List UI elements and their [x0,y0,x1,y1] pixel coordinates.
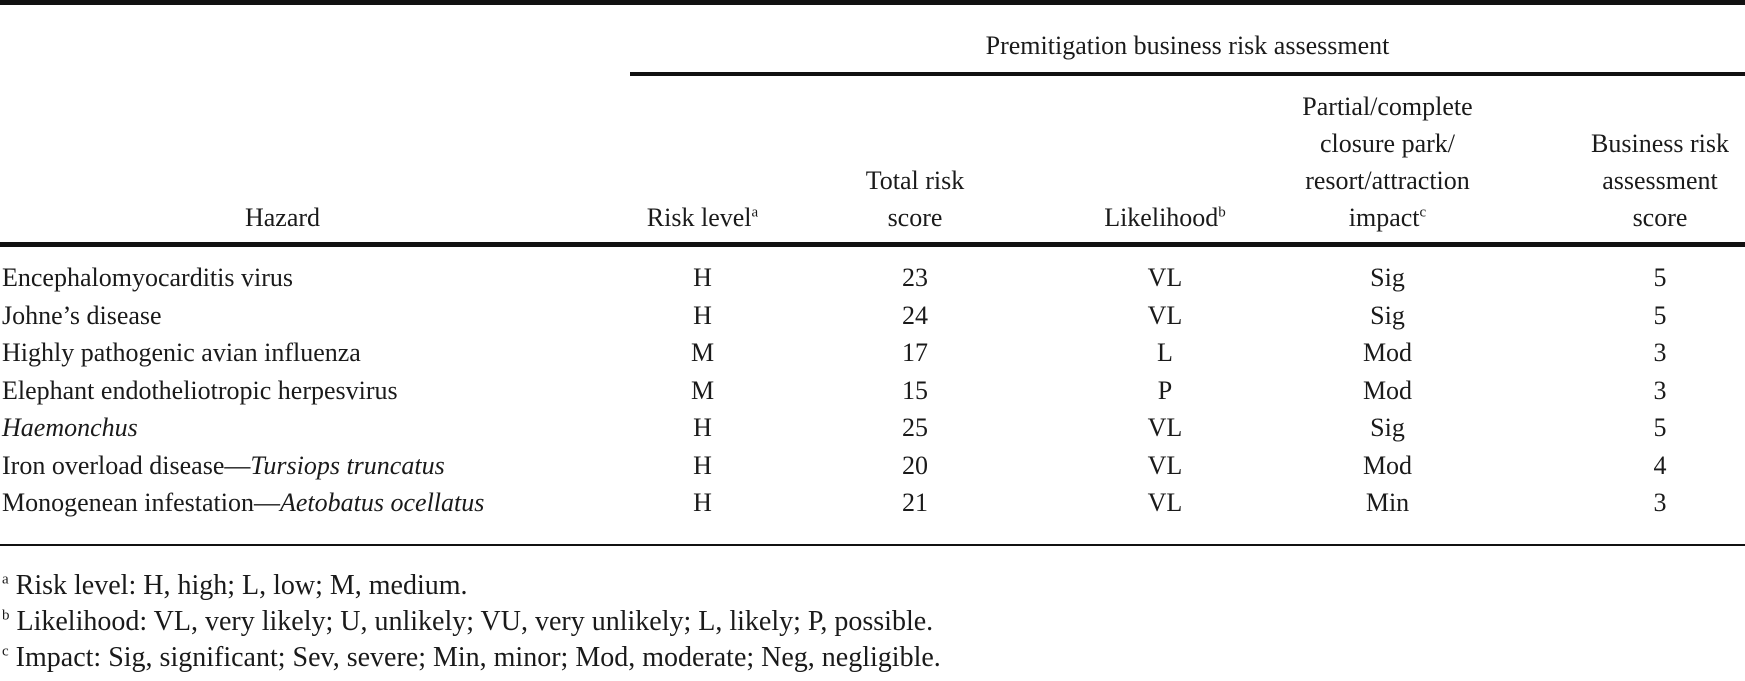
business-score-cell: 3 [1653,375,1667,405]
impact-cell: Sig [1370,300,1405,330]
table-row: Iron overload disease—Tursiops truncatus… [0,447,1745,485]
top-rule [0,0,1745,5]
group-header: Premitigation business risk assessment [985,31,1390,60]
business-score-cell: 5 [1653,300,1667,330]
likelihood-cell: L [1157,338,1173,367]
business-score-cell: 3 [1653,338,1667,367]
business-score-cell: 5 [1653,263,1667,292]
footnote: c Impact: Sig, significant; Sev, severe;… [2,642,941,673]
column-header-impact: Partial/complete closure park/ resort/at… [1302,92,1473,232]
impact-cell: Mod [1362,375,1413,405]
likelihood-cell: VL [1147,263,1183,292]
business-score-cell: 4 [1653,450,1667,480]
impact-cell: Min [1365,488,1410,517]
column-header-risk-level: Risk levela [646,203,759,232]
table-row: Elephant endotheliotropic herpesvirus M … [0,372,1745,410]
column-header-likelihood: Likelihoodb [1104,203,1226,232]
risk-level-cell: H [693,413,712,442]
total-risk-cell: 23 [902,263,928,292]
impact-cell: Sig [1370,413,1405,442]
business-score-cell: 5 [1653,413,1667,442]
total-risk-cell: 24 [902,300,928,330]
risk-level-cell: M [690,375,715,405]
impact-cell: Sig [1370,263,1405,292]
likelihood-cell: VL [1147,300,1183,330]
total-risk-cell: 20 [902,450,928,480]
footnote-ref-a: a [751,204,759,221]
total-risk-cell: 17 [902,338,928,367]
risk-level-cell: H [693,450,712,480]
business-score-cell: 3 [1653,488,1667,517]
footnote-ref-c: c [1419,204,1427,221]
risk-level-cell: M [690,338,715,367]
total-risk-cell: 25 [902,413,928,442]
footnotes: a Risk level: H, high; L, low; M, medium… [2,568,1742,676]
table-row: Highly pathogenic avian influenza M 17 L… [0,334,1745,372]
likelihood-cell: VL [1147,488,1183,517]
footnote: a Risk level: H, high; L, low; M, medium… [2,570,468,601]
hazard-cell: Johne’s disease [2,300,162,330]
risk-level-cell: H [693,263,712,292]
footnote-ref-b: b [1218,204,1226,221]
risk-level-cell: H [693,488,712,517]
table-row: Johne’s disease H 24 VL Sig 5 [0,297,1745,335]
table-row: Monogenean infestation—Aetobatus ocellat… [0,484,1745,522]
header-rule [0,242,1745,247]
total-risk-cell: 15 [902,375,928,405]
impact-cell: Mod [1362,338,1413,367]
likelihood-cell: VL [1147,413,1183,442]
table-body: Encephalomyocarditis virus H 23 VL Sig 5… [0,259,1745,522]
bottom-rule [0,544,1745,546]
table-row: Haemonchus H 25 VL Sig 5 [0,409,1745,447]
footnote: b Likelihood: VL, very likely; U, unlike… [2,606,934,637]
column-header-business-risk-score: Business risk assessment score [1591,129,1729,232]
column-header-hazard: Hazard [244,203,321,232]
hazard-cell: Haemonchus [2,413,138,442]
likelihood-cell: VL [1147,450,1183,480]
column-header-total-risk-score: Total risk score [865,166,965,232]
group-header-rule [630,72,1745,76]
likelihood-cell: P [1157,375,1173,405]
hazard-cell: Encephalomyocarditis virus [2,263,293,292]
hazard-cell: Monogenean infestation—Aetobatus ocellat… [2,488,485,517]
hazard-cell: Elephant endotheliotropic herpesvirus [2,375,398,405]
risk-level-cell: H [693,300,712,330]
impact-cell: Mod [1362,450,1413,480]
hazard-cell: Iron overload disease—Tursiops truncatus [2,450,445,480]
table-row: Encephalomyocarditis virus H 23 VL Sig 5 [0,259,1745,297]
hazard-cell: Highly pathogenic avian influenza [2,338,361,367]
total-risk-cell: 21 [902,488,928,517]
